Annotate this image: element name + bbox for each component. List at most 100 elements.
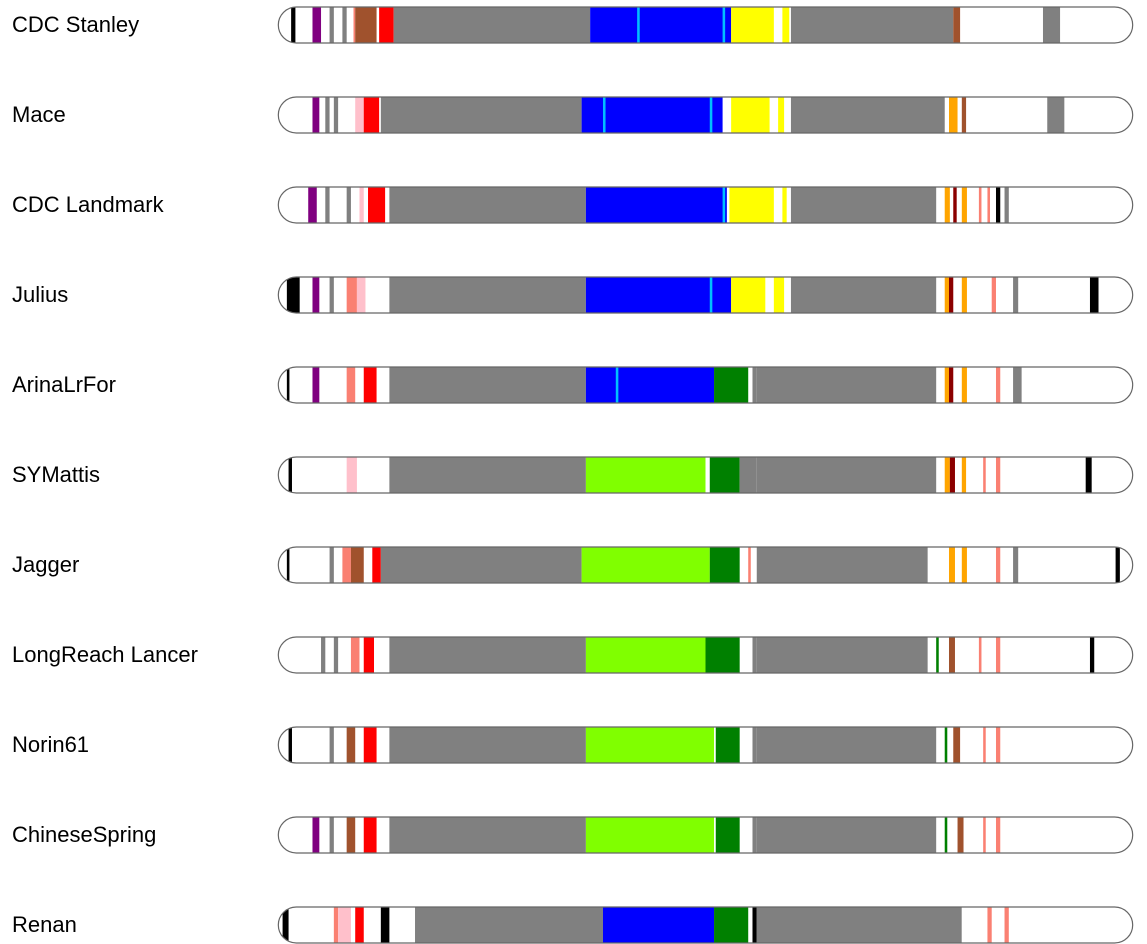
chromosome-outline [277, 186, 1134, 224]
haplotype-segment-gray [389, 187, 586, 223]
haplotype-segment-black [282, 907, 289, 943]
haplotype-segment-green [936, 637, 939, 673]
haplotype-segment-red [363, 367, 377, 403]
haplotype-segment-darkred [948, 367, 954, 403]
chromosome-outline [277, 816, 1134, 854]
chromosome-outline [277, 636, 1134, 674]
haplotype-segment-yellow [778, 97, 785, 133]
haplotype-segment-green [714, 367, 749, 403]
haplotype-segment-brown [350, 547, 364, 583]
haplotype-segment-gray [752, 637, 757, 673]
haplotype-segment-gray [752, 727, 757, 763]
haplotype-segment-black [288, 457, 292, 493]
chromosome-outline [277, 6, 1134, 44]
haplotype-segment-purple [312, 7, 322, 43]
haplotype-segment-gray [1047, 97, 1065, 133]
haplotype-segment-purple [308, 187, 317, 223]
haplotype-segment-yellow [731, 97, 770, 133]
haplotype-segment-brown [355, 7, 377, 43]
haplotype-segment-cyan [615, 367, 619, 403]
haplotype-segment-orange [961, 187, 967, 223]
haplotype-segment-gray [1004, 187, 1009, 223]
haplotype-segment-cyan [709, 97, 713, 133]
haplotype-segment-lime [585, 457, 706, 493]
haplotype-segment-gray [739, 457, 757, 493]
haplotype-segment-purple [312, 817, 320, 853]
chromosome-outline [277, 726, 1134, 764]
chromosome-row-symattis: SYMattis [12, 456, 1134, 494]
haplotype-segment-gray [1042, 7, 1061, 43]
haplotype-segment-red [372, 547, 381, 583]
haplotype-segment-salmon [987, 187, 991, 223]
haplotype-segment-gray [329, 277, 334, 313]
chromosome-bar [278, 547, 1133, 583]
haplotype-segment-gray [346, 187, 351, 223]
haplotype-segment-green [709, 547, 740, 583]
haplotype-segment-salmon [978, 187, 982, 223]
haplotype-segment-salmon [978, 637, 982, 673]
chromosome-outline [277, 276, 1134, 314]
cultivar-label: Norin61 [12, 732, 89, 757]
haplotype-segment-salmon [346, 277, 357, 313]
haplotype-segment-black [286, 367, 290, 403]
haplotype-segment-white [278, 457, 390, 493]
chromosome-bar [278, 637, 1133, 673]
haplotype-segment-brown [957, 817, 964, 853]
haplotype-segment-gray [752, 367, 757, 403]
haplotype-segment-white [966, 727, 1099, 763]
haplotype-segment-gray [329, 547, 334, 583]
chromosome-bar [278, 367, 1133, 403]
haplotype-segment-green [715, 817, 740, 853]
haplotype-segment-cyan [722, 187, 726, 223]
chromosome-bar [278, 457, 1133, 493]
chromosome-row-cdc-landmark: CDC Landmark [12, 186, 1134, 224]
haplotype-segment-lime [585, 637, 706, 673]
haplotype-segment-gray [790, 7, 954, 43]
haplotype-segment-pink [359, 187, 364, 223]
haplotype-segment-gray [389, 457, 586, 493]
haplotype-segment-gray [380, 547, 582, 583]
haplotype-segment-blue [590, 7, 732, 43]
haplotype-segment-gray [342, 7, 347, 43]
cultivar-label: Julius [12, 282, 68, 307]
chromosome-row-renan: Renan [12, 906, 1134, 944]
haplotype-segment-blue [602, 907, 715, 943]
haplotype-segment-gray [752, 817, 757, 853]
haplotype-segment-salmon [983, 817, 986, 853]
haplotype-segment-blue [585, 187, 727, 223]
cultivar-label: SYMattis [12, 462, 100, 487]
haplotype-segment-black [286, 277, 300, 313]
haplotype-segment-cyan [709, 277, 713, 313]
haplotype-segment-orange [944, 277, 949, 313]
haplotype-segment-green [944, 817, 948, 853]
haplotype-segment-orange [961, 367, 967, 403]
haplotype-segment-gray [329, 727, 334, 763]
haplotype-segment-red [355, 907, 364, 943]
chromosome-row-julius: Julius [12, 276, 1134, 314]
haplotype-segment-green [709, 457, 740, 493]
haplotype-segment-yellow [773, 277, 785, 313]
cultivar-label: LongReach Lancer [12, 642, 198, 667]
haplotype-segment-yellow [731, 7, 774, 43]
chromosome-bar [278, 7, 1133, 43]
haplotype-segment-salmon [333, 907, 339, 943]
haplotype-segment-pink [346, 457, 357, 493]
chromosome-outline [277, 906, 1134, 944]
haplotype-segment-orange [948, 547, 955, 583]
haplotype-segment-white [961, 637, 1099, 673]
haplotype-segment-pink [338, 907, 351, 943]
haplotype-segment-salmon [350, 637, 360, 673]
haplotype-segment-gray [389, 637, 586, 673]
cultivar-label: Jagger [12, 552, 79, 577]
haplotype-segment-blue [585, 277, 732, 313]
haplotype-segment-black [1089, 277, 1099, 313]
haplotype-segment-red [363, 97, 380, 133]
haplotype-segment-black [291, 7, 296, 43]
chromosome-outline [277, 456, 1134, 494]
haplotype-segment-yellow [782, 7, 790, 43]
haplotype-segment-gray [1013, 367, 1022, 403]
haplotype-segment-lime [585, 727, 715, 763]
haplotype-segment-salmon [987, 907, 992, 943]
haplotype-segment-pink [355, 97, 364, 133]
haplotype-segment-white [972, 277, 1099, 313]
